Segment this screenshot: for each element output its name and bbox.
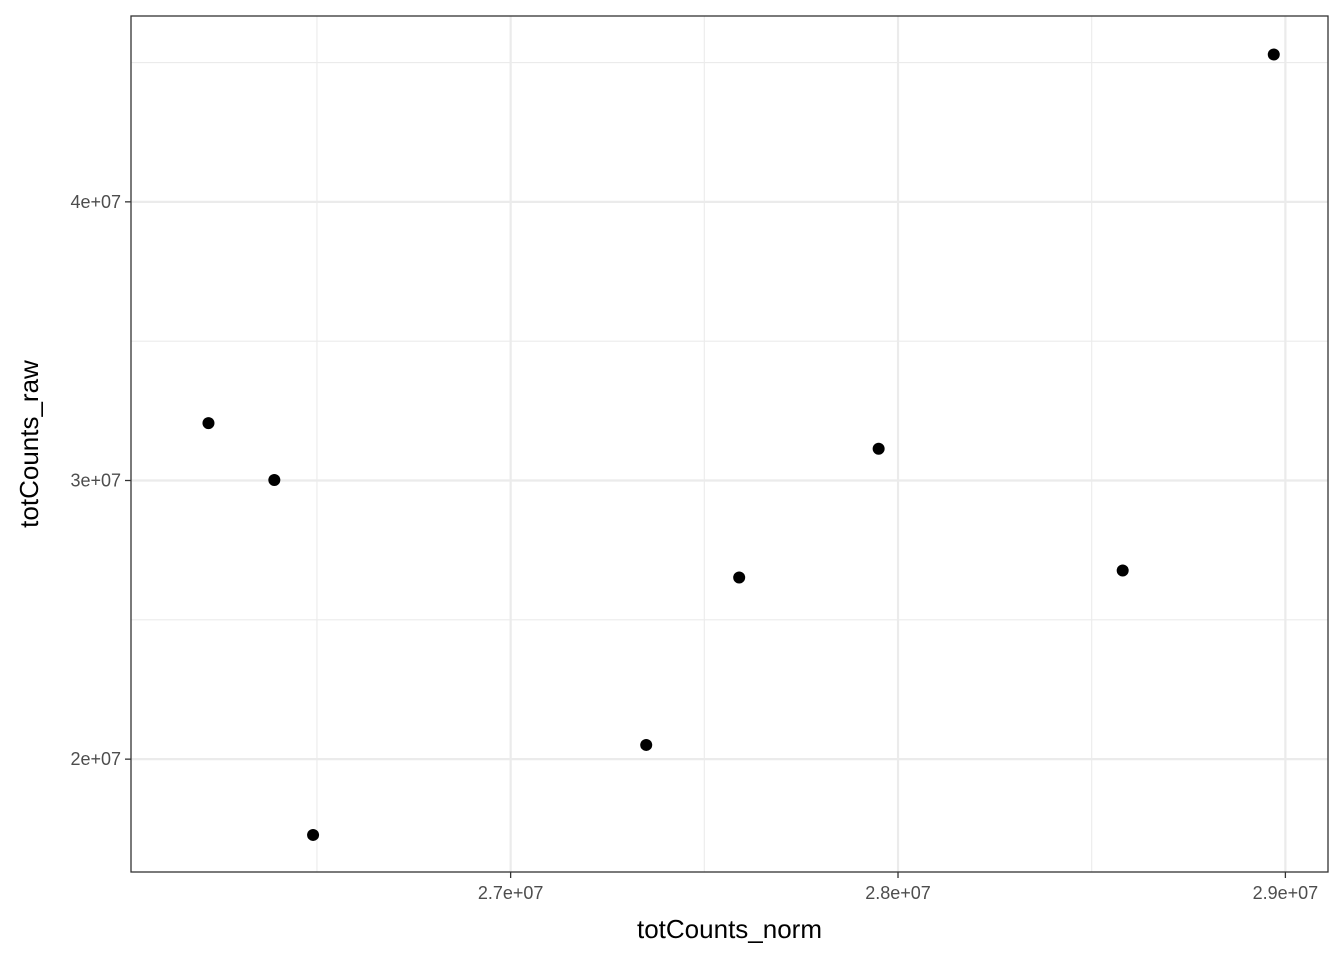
x-tick-label: 2.8e+07 bbox=[865, 883, 931, 903]
x-axis-title: totCounts_norm bbox=[637, 914, 822, 944]
minor-gridlines bbox=[131, 16, 1328, 872]
x-axis: 2.7e+07 2.8e+07 2.9e+07 bbox=[478, 872, 1318, 903]
x-tick-label: 2.9e+07 bbox=[1253, 883, 1319, 903]
data-point bbox=[202, 417, 215, 430]
data-point bbox=[1267, 48, 1280, 61]
data-points bbox=[202, 48, 1280, 841]
x-tick-label: 2.7e+07 bbox=[478, 883, 544, 903]
y-tick-label: 2e+07 bbox=[70, 749, 121, 769]
data-point bbox=[640, 738, 653, 751]
y-tick-label: 3e+07 bbox=[70, 471, 121, 491]
data-point bbox=[733, 571, 746, 584]
y-tick-label: 4e+07 bbox=[70, 192, 121, 212]
panel-border bbox=[130, 15, 1329, 873]
data-point bbox=[1116, 564, 1129, 577]
y-axis-title: totCounts_raw bbox=[14, 360, 44, 528]
data-point bbox=[307, 828, 320, 841]
major-gridlines bbox=[131, 16, 1328, 872]
data-point bbox=[268, 473, 281, 486]
data-point bbox=[872, 442, 885, 455]
y-axis: 2e+07 3e+07 4e+07 bbox=[70, 192, 131, 769]
